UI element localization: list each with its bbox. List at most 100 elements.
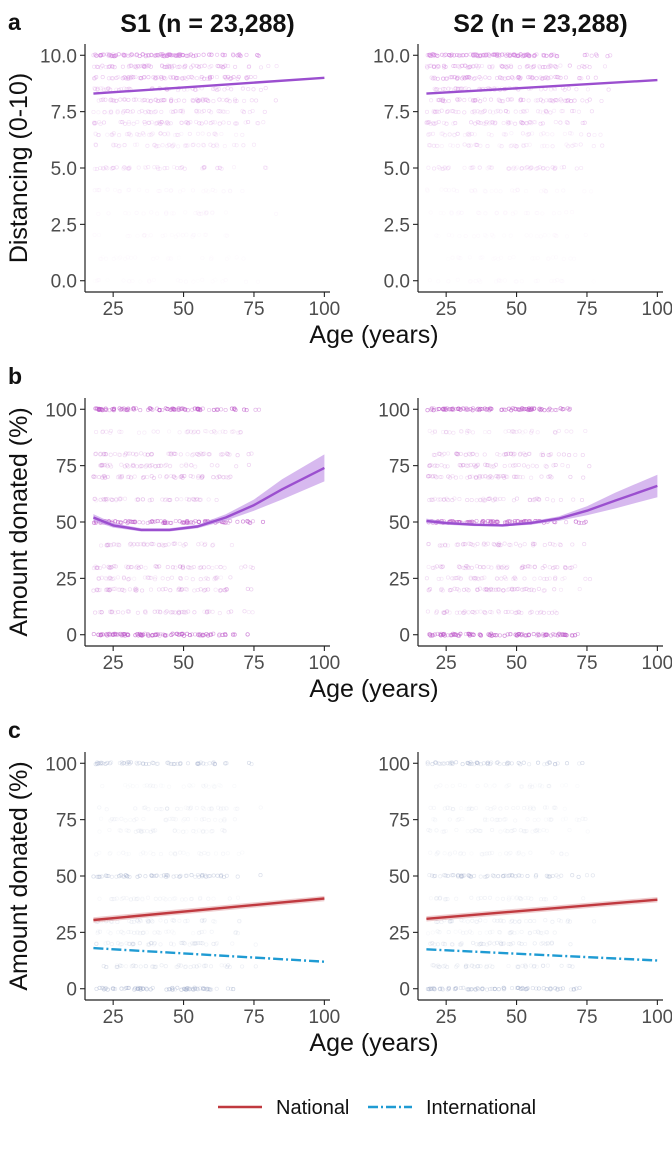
data-point xyxy=(225,86,230,91)
data-point xyxy=(476,896,481,901)
data-point xyxy=(553,64,558,69)
data-point xyxy=(478,498,483,503)
data-point xyxy=(541,165,546,171)
data-point xyxy=(549,52,554,57)
data-point xyxy=(244,52,249,57)
data-point xyxy=(176,829,181,834)
data-point xyxy=(465,497,470,503)
data-point xyxy=(215,165,220,170)
data-point xyxy=(185,408,190,413)
data-point xyxy=(577,985,582,990)
data-point xyxy=(223,233,228,238)
data-point xyxy=(427,143,432,148)
data-point xyxy=(560,783,565,788)
data-point xyxy=(177,874,182,879)
data-point xyxy=(442,829,447,834)
data-point xyxy=(159,109,164,114)
data-point xyxy=(108,543,113,548)
data-point xyxy=(144,930,149,935)
data-point xyxy=(146,109,151,114)
x-tick-label: 100 xyxy=(642,1007,672,1028)
data-point xyxy=(537,784,542,789)
data-point xyxy=(459,210,464,215)
data-point xyxy=(115,110,120,115)
data-point xyxy=(508,120,513,125)
data-point xyxy=(425,408,430,413)
series-line-fit xyxy=(426,484,658,527)
data-point xyxy=(546,64,551,70)
data-point xyxy=(192,941,197,946)
data-point xyxy=(527,498,533,503)
data-point xyxy=(486,132,491,137)
data-point xyxy=(171,541,176,546)
data-point xyxy=(461,587,467,592)
data-point xyxy=(552,805,557,810)
data-point xyxy=(157,98,162,103)
data-point xyxy=(125,609,130,614)
data-point xyxy=(552,108,557,113)
data-point xyxy=(456,542,461,547)
data-point xyxy=(467,475,472,480)
data-point xyxy=(493,587,499,592)
data-point xyxy=(508,919,513,925)
data-point xyxy=(506,451,511,456)
data-point xyxy=(478,895,483,901)
data-point xyxy=(103,873,109,878)
data-point xyxy=(532,918,537,924)
data-point xyxy=(239,565,244,570)
data-point xyxy=(538,121,543,126)
data-point xyxy=(184,496,189,501)
data-point xyxy=(560,817,565,822)
data-point xyxy=(191,931,196,936)
data-point xyxy=(566,98,571,103)
data-point xyxy=(469,188,474,194)
data-point xyxy=(558,406,563,411)
data-point xyxy=(191,142,196,147)
data-point xyxy=(499,565,504,570)
data-point xyxy=(483,818,488,823)
data-point xyxy=(258,65,264,70)
data-point xyxy=(500,896,506,901)
data-point xyxy=(169,97,174,102)
data-point xyxy=(448,919,453,924)
data-point xyxy=(135,930,140,935)
data-point xyxy=(151,829,156,834)
data-point xyxy=(184,232,189,237)
data-point xyxy=(102,110,107,115)
data-point xyxy=(110,610,115,615)
data-point xyxy=(138,829,143,834)
data-point xyxy=(206,189,211,194)
data-point xyxy=(447,132,452,137)
data-point xyxy=(190,577,195,582)
data-point xyxy=(110,986,115,991)
data-point xyxy=(220,65,225,70)
data-point xyxy=(539,474,544,479)
series-line-national xyxy=(426,898,658,920)
data-point xyxy=(228,76,233,81)
data-point xyxy=(99,462,104,467)
data-point xyxy=(529,234,532,237)
data-point xyxy=(530,829,535,834)
data-point xyxy=(241,143,246,148)
data-point xyxy=(446,232,451,237)
data-point xyxy=(179,165,185,170)
data-point xyxy=(429,497,434,502)
data-point xyxy=(490,964,495,969)
data-point xyxy=(550,132,555,137)
data-point xyxy=(183,805,188,810)
data-point xyxy=(141,541,146,547)
data-point xyxy=(97,985,102,990)
data-point xyxy=(460,817,465,822)
data-point xyxy=(100,86,105,91)
data-point xyxy=(467,451,472,456)
data-point xyxy=(502,633,507,638)
data-point xyxy=(190,99,195,104)
data-point xyxy=(436,64,441,69)
x-tick-label: 50 xyxy=(506,299,527,320)
data-point xyxy=(502,761,507,767)
data-point xyxy=(519,873,524,878)
data-point xyxy=(506,428,511,434)
data-point xyxy=(155,164,160,170)
data-point xyxy=(141,850,146,855)
data-point xyxy=(122,165,127,170)
